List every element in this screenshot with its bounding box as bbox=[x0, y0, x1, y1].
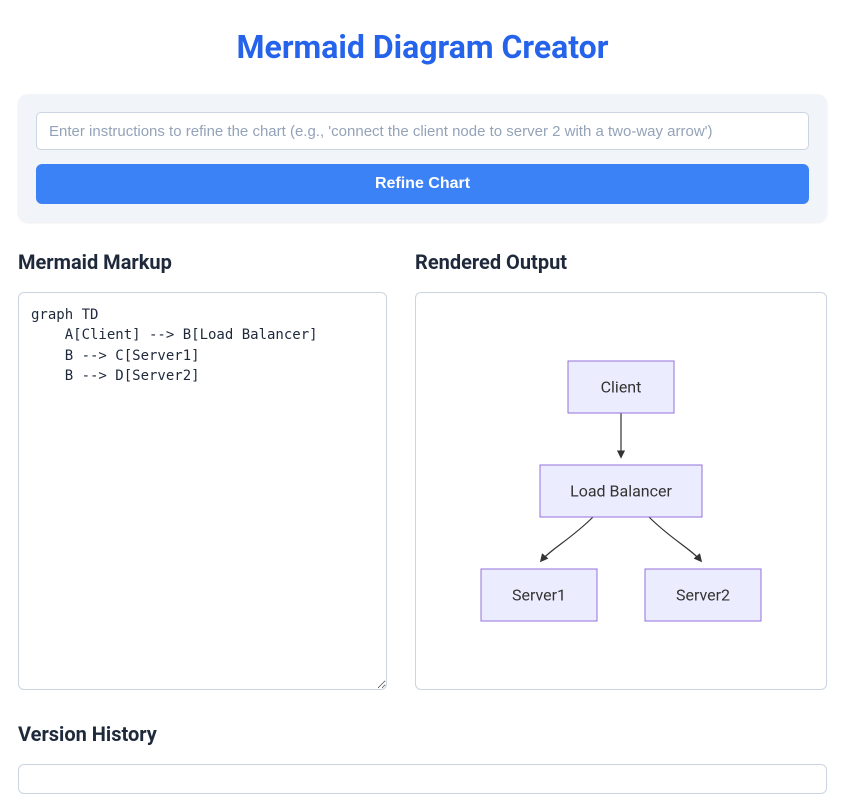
refine-panel: Refine Chart bbox=[18, 94, 827, 222]
edge-B-C bbox=[541, 517, 593, 561]
refine-input[interactable] bbox=[36, 112, 809, 150]
node-D-label: Server2 bbox=[676, 586, 730, 605]
edge-B-D bbox=[649, 517, 701, 561]
node-B-label: Load Balancer bbox=[570, 482, 672, 501]
render-panel: Client Load Balancer Server1 Server2 bbox=[415, 292, 827, 690]
node-D: Server2 bbox=[645, 569, 761, 621]
node-C: Server1 bbox=[481, 569, 597, 621]
rendered-diagram: Client Load Balancer Server1 Server2 bbox=[416, 321, 826, 661]
node-C-label: Server1 bbox=[512, 586, 566, 605]
output-column: Rendered Output Client Load Balancer Serve… bbox=[415, 250, 827, 694]
markup-title: Mermaid Markup bbox=[18, 250, 387, 274]
node-A: Client bbox=[568, 361, 674, 413]
refine-chart-button[interactable]: Refine Chart bbox=[36, 164, 809, 204]
markup-column: Mermaid Markup bbox=[18, 250, 387, 694]
history-title: Version History bbox=[18, 722, 827, 746]
output-title: Rendered Output bbox=[415, 250, 827, 274]
node-B: Load Balancer bbox=[540, 465, 702, 517]
node-A-label: Client bbox=[601, 378, 642, 397]
page-title: Mermaid Diagram Creator bbox=[18, 28, 827, 66]
history-panel bbox=[18, 764, 827, 794]
markup-textarea[interactable] bbox=[18, 292, 387, 690]
